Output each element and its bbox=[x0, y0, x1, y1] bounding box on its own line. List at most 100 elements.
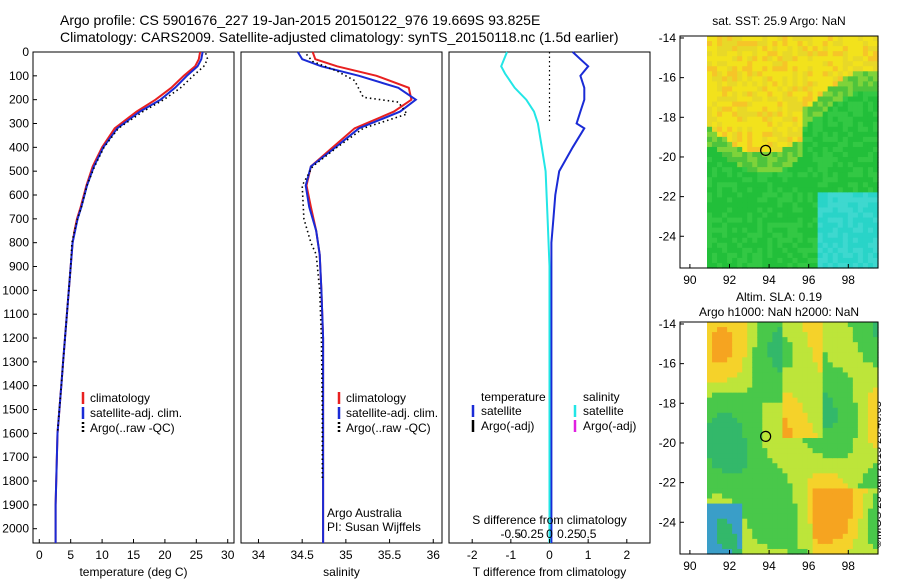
sst-map-cell bbox=[767, 177, 773, 183]
sst-map-cell bbox=[772, 157, 779, 163]
sla-map-cell bbox=[847, 377, 854, 384]
sla-map-cell bbox=[742, 523, 748, 530]
sst-map-cell bbox=[847, 202, 854, 209]
sla-map-cell bbox=[817, 362, 824, 368]
sla-map-cell bbox=[747, 337, 753, 343]
sst-map-cell bbox=[807, 116, 814, 123]
temp-x-label: temperature (deg C) bbox=[79, 565, 187, 579]
sla-map-cell bbox=[747, 493, 753, 500]
sst-map-cell bbox=[802, 66, 809, 72]
sst-map-cell bbox=[807, 66, 814, 72]
sla-map-cell bbox=[822, 448, 829, 454]
sst-map-cell bbox=[872, 51, 879, 57]
sst-map-cell bbox=[852, 162, 859, 168]
sst-map-cell bbox=[837, 131, 844, 138]
sst-map-cell bbox=[712, 146, 718, 153]
sst-map-cell bbox=[867, 106, 874, 113]
sst-map-cell bbox=[717, 157, 723, 163]
sst-map-cell bbox=[852, 81, 859, 88]
sla-map-cell bbox=[797, 407, 804, 414]
sst-map-cell bbox=[772, 247, 779, 254]
sla-map-cell bbox=[802, 367, 809, 374]
sla-map-cell bbox=[872, 337, 879, 343]
sst-map-cell bbox=[712, 167, 718, 173]
sal-annotation-line1: Argo Australia bbox=[327, 506, 402, 520]
sst-map-cell bbox=[762, 222, 768, 229]
diff-series-salinity-satellite bbox=[500, 51, 551, 543]
sst-map-cell bbox=[762, 202, 768, 209]
sst-map-cell bbox=[867, 232, 874, 239]
sla-map-cell bbox=[827, 503, 834, 510]
sla-map-cell bbox=[752, 518, 758, 525]
sla-map-cell bbox=[792, 322, 799, 328]
sla-map-cell bbox=[737, 548, 743, 555]
sla-map-cell bbox=[712, 402, 718, 409]
sst-map-cell bbox=[812, 237, 819, 244]
sst-map-cell bbox=[817, 96, 824, 103]
sla-map-cell bbox=[737, 392, 743, 399]
sla-map-cell bbox=[867, 352, 874, 358]
diff-legend-s-title: salinity bbox=[583, 390, 620, 404]
sst-map-cell bbox=[747, 96, 753, 103]
sla-map-cell bbox=[822, 498, 829, 505]
sst-map-cell bbox=[802, 91, 809, 98]
sla-map-cell bbox=[737, 397, 743, 404]
sst-map-cell bbox=[852, 192, 859, 198]
sla-map-cell bbox=[802, 422, 809, 429]
sla-map-cell bbox=[872, 362, 879, 368]
sla-map-cell bbox=[817, 322, 824, 328]
sla-map-cell bbox=[722, 372, 728, 379]
sla-map-cell bbox=[832, 342, 839, 348]
sst-map-cell bbox=[722, 207, 728, 214]
sla-map-cell bbox=[762, 427, 768, 434]
sst-map-cell bbox=[777, 232, 784, 239]
sla-map-cell bbox=[857, 432, 864, 439]
sst-map-cell bbox=[847, 116, 854, 123]
sst-map-cell bbox=[837, 202, 844, 209]
sla-map-cell bbox=[792, 337, 799, 343]
sla-map-cell bbox=[732, 377, 738, 384]
sst-map-cell bbox=[807, 182, 814, 188]
sst-map-cell bbox=[762, 217, 768, 224]
sst-map-cell bbox=[757, 41, 763, 47]
sst-map-cell bbox=[772, 207, 779, 214]
sla-map-cell bbox=[777, 412, 784, 419]
sla-map-cell bbox=[817, 417, 824, 424]
sla-map-cell bbox=[797, 488, 804, 495]
sst-map-cell bbox=[777, 101, 784, 108]
sst-map-cell bbox=[722, 237, 728, 244]
sla-map-cell bbox=[722, 417, 728, 424]
sst-map-cell bbox=[842, 76, 849, 82]
sst-map-cell bbox=[722, 167, 728, 173]
sla-map-cell bbox=[872, 387, 879, 394]
sla-map-cell bbox=[717, 453, 723, 459]
sst-map-cell bbox=[817, 121, 824, 128]
sla-map-cell bbox=[827, 458, 834, 464]
sst-map-cell bbox=[727, 247, 733, 254]
sla-map-cell bbox=[792, 488, 799, 495]
sla-map-cell bbox=[707, 337, 713, 343]
sst-map-cell bbox=[827, 232, 834, 239]
sla-map-cell bbox=[817, 443, 824, 449]
sla-map-cell bbox=[812, 443, 819, 449]
sst-map-cell bbox=[857, 212, 864, 219]
sla-map-cell bbox=[777, 332, 784, 338]
sla-map-cell bbox=[787, 543, 794, 550]
sla-map-cell bbox=[787, 322, 794, 328]
depth-tick-label: 1600 bbox=[2, 426, 29, 440]
sla-map-cell bbox=[857, 402, 864, 409]
sla-map-cell bbox=[772, 387, 779, 394]
sst-map-cell bbox=[797, 197, 804, 204]
sla-map-cell bbox=[847, 417, 854, 424]
sla-map-cell bbox=[717, 503, 723, 510]
sla-map-cell bbox=[837, 382, 844, 389]
sla-map-cell bbox=[707, 493, 713, 500]
sla-map-cell bbox=[867, 463, 874, 469]
sla-map-cell bbox=[767, 543, 773, 550]
sst-map-cell bbox=[837, 56, 844, 62]
sst-map-cell bbox=[772, 262, 779, 269]
sla-map-cell bbox=[822, 478, 829, 484]
sst-map-cell bbox=[817, 197, 824, 204]
sst-map-cell bbox=[767, 86, 773, 93]
sla-map-cell bbox=[797, 357, 804, 363]
